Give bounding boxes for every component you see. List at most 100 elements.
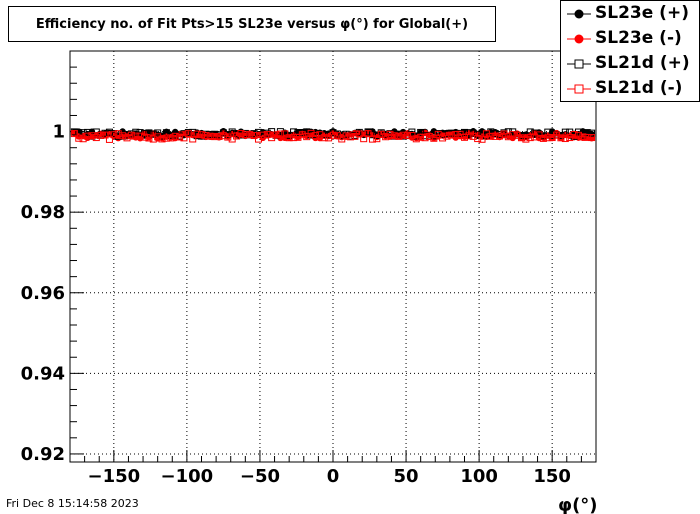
- data-point: [412, 135, 420, 143]
- data-point: [478, 135, 486, 143]
- data-point: [224, 133, 232, 141]
- data-point: [509, 131, 517, 139]
- data-point: [119, 132, 127, 140]
- data-point: [373, 135, 381, 143]
- data-point: [574, 131, 582, 139]
- data-point: [360, 135, 368, 143]
- y-tick-label: 0.94: [21, 363, 65, 384]
- chart-title-text: Efficiency no. of Fit Pts>15 SL23e versu…: [35, 16, 469, 32]
- data-point: [404, 132, 412, 140]
- data-point: [145, 129, 153, 137]
- data-point: [211, 133, 219, 141]
- tick-labels: −150 −100 −50 0 50 100 150 0.92 0.94 0.96 0.98 1: [21, 122, 571, 487]
- data-point: [531, 129, 539, 137]
- x-tick-label: 150: [533, 466, 571, 487]
- data-point: [276, 130, 284, 138]
- axis-ticks: [70, 50, 582, 462]
- data-point: [588, 134, 596, 142]
- grid-lines: [70, 51, 596, 462]
- data-point: [241, 131, 249, 139]
- data-point: [114, 130, 122, 138]
- x-axis-title: φ(°): [558, 495, 598, 514]
- data-point: [539, 134, 547, 142]
- data-point: [75, 134, 83, 142]
- data-point: [162, 134, 170, 142]
- data-point: [517, 134, 525, 142]
- filled-circle-marker-icon: [567, 9, 591, 19]
- legend-label: SL21d (+): [595, 53, 690, 73]
- data-point: [70, 130, 78, 138]
- data-point: [215, 132, 223, 140]
- data-point: [399, 131, 407, 139]
- y-tick-label: 0.98: [21, 202, 65, 223]
- plot-frame: [69, 50, 597, 463]
- x-tick-label: −100: [161, 466, 214, 487]
- data-point: [531, 133, 539, 141]
- data-point: [504, 133, 512, 141]
- data-point: [382, 133, 390, 141]
- data-point: [395, 132, 403, 140]
- data-point: [290, 134, 298, 142]
- data-point: [154, 133, 162, 141]
- data-points: [70, 127, 596, 143]
- data-point: [101, 131, 109, 139]
- data-point: [355, 130, 363, 138]
- data-point: [513, 131, 521, 139]
- data-point: [84, 132, 92, 140]
- data-point: [430, 134, 438, 142]
- data-point: [202, 132, 210, 140]
- data-point: [469, 132, 477, 140]
- data-point: [434, 130, 442, 138]
- data-point: [285, 134, 293, 142]
- data-point: [189, 135, 197, 143]
- data-point: [465, 132, 473, 140]
- data-point: [461, 133, 468, 141]
- data-point: [557, 134, 565, 142]
- data-point: [254, 135, 262, 143]
- data-point: [474, 135, 482, 143]
- y-tick-label: 1: [52, 122, 65, 143]
- open-square-marker-icon: [567, 59, 591, 69]
- data-point: [535, 131, 543, 139]
- data-point: [298, 131, 306, 139]
- timestamp: Fri Dec 8 15:14:58 2023: [6, 497, 139, 510]
- data-point: [377, 130, 385, 138]
- x-tick-label: 50: [394, 466, 419, 487]
- data-point: [347, 133, 355, 141]
- data-point: [136, 129, 144, 137]
- data-point: [246, 131, 254, 139]
- data-point: [92, 134, 100, 142]
- legend-item-sl23e-minus: SL23e (-): [561, 27, 700, 51]
- data-point: [127, 131, 135, 139]
- data-point: [417, 133, 425, 141]
- data-point: [570, 130, 578, 138]
- data-point: [368, 131, 376, 139]
- x-tick-label: 0: [327, 466, 340, 487]
- data-point: [421, 134, 429, 142]
- data-point: [544, 134, 552, 142]
- data-point: [474, 130, 482, 138]
- data-point: [272, 131, 280, 139]
- data-point: [390, 132, 398, 140]
- data-point: [198, 131, 205, 139]
- legend-label: SL21d (-): [595, 78, 683, 98]
- data-point: [443, 132, 451, 140]
- data-point: [141, 133, 149, 141]
- data-point: [561, 135, 569, 143]
- data-point: [294, 129, 302, 137]
- data-point: [219, 132, 227, 140]
- open-square-marker-icon: [567, 84, 591, 94]
- data-point: [583, 129, 591, 137]
- y-tick-label: 0.96: [21, 283, 65, 304]
- data-point: [88, 132, 96, 140]
- data-point: [566, 128, 574, 136]
- data-point: [206, 132, 214, 140]
- data-point: [311, 132, 319, 140]
- legend-item-sl21d-plus: SL21d (+): [561, 52, 700, 76]
- data-point: [176, 133, 184, 141]
- data-point: [360, 130, 368, 138]
- data-point: [167, 134, 175, 142]
- data-point: [487, 128, 495, 136]
- data-point: [351, 132, 359, 140]
